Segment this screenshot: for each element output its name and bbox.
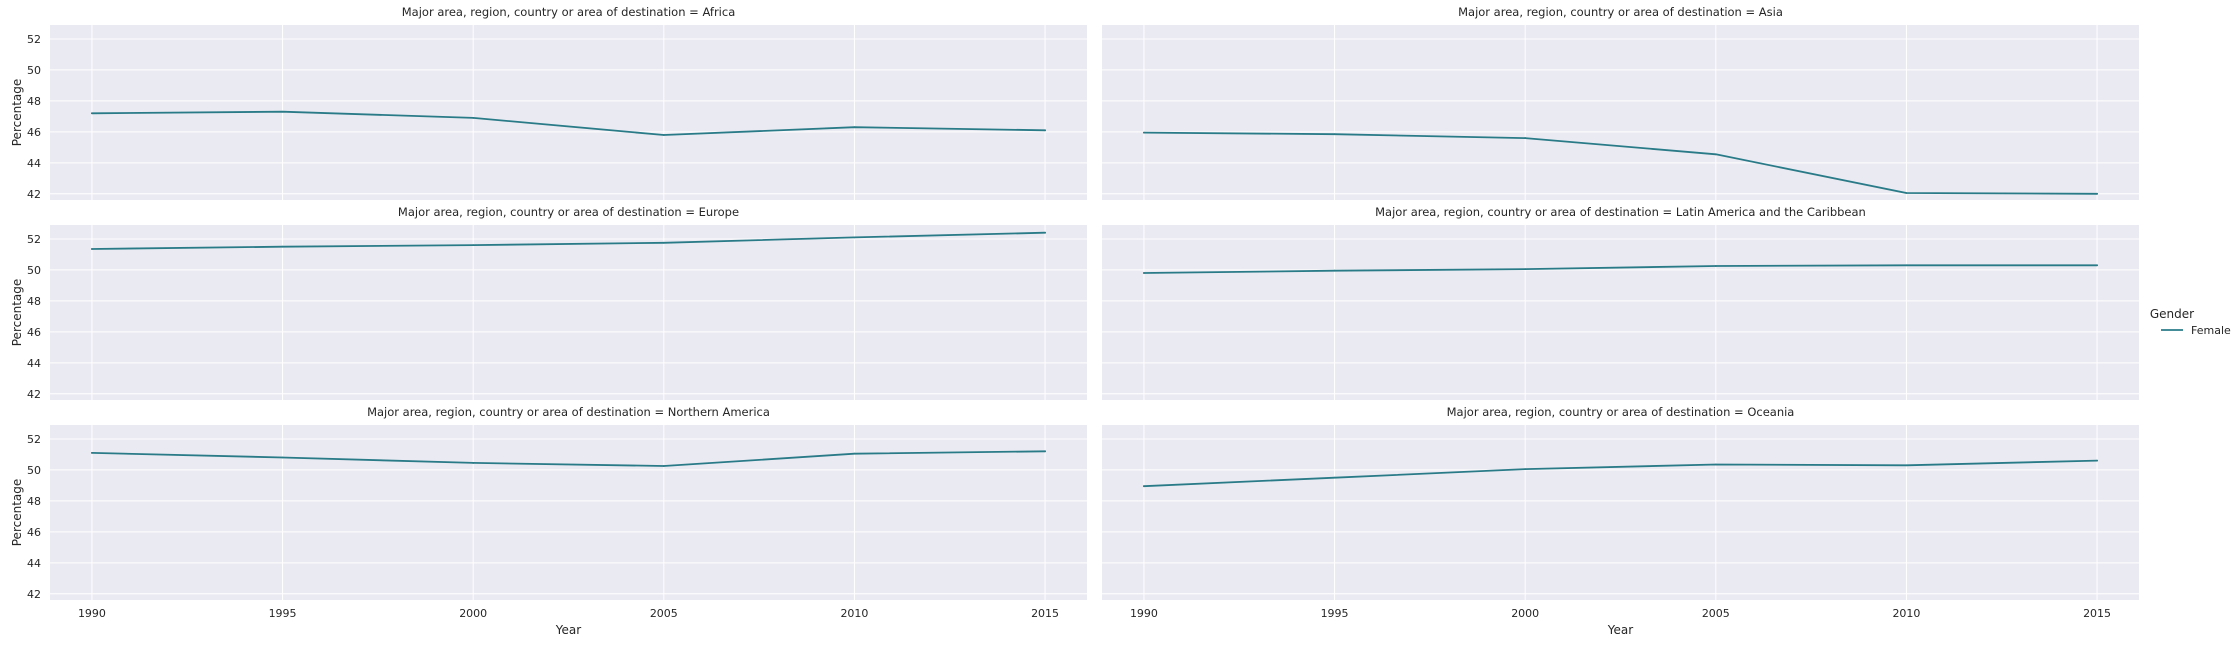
- x-tick-label: 2015: [1031, 607, 1059, 620]
- x-tick-label: 2010: [1892, 607, 1920, 620]
- x-tick-label: 2010: [840, 607, 868, 620]
- series-line-female-europe: [91, 231, 1046, 250]
- x-tick-label: 2015: [2083, 607, 2111, 620]
- legend-label-female: Female: [2191, 324, 2231, 337]
- data-point: [281, 110, 284, 113]
- data-point: [1714, 463, 1717, 466]
- data-point: [2096, 264, 2098, 267]
- panel-background-europe: [50, 225, 1087, 400]
- data-point: [1714, 265, 1717, 267]
- data-point: [472, 244, 475, 247]
- panel-title-latin-america-and-the-caribbean: Major area, region, country or area of d…: [1375, 205, 1866, 219]
- data-point: [1333, 476, 1336, 479]
- y-tick-label: 42: [27, 188, 41, 201]
- panel-title-africa: Major area, region, country or area of d…: [402, 5, 736, 19]
- x-axis-label: Year: [1607, 623, 1633, 637]
- series-line-female-oceania: [1143, 459, 2099, 488]
- series-line-female-asia: [1143, 131, 2099, 195]
- x-tick-label: 1995: [269, 607, 297, 620]
- y-tick-label: 48: [27, 95, 41, 108]
- data-point: [1905, 192, 1908, 194]
- series-line-female-northern-america: [91, 450, 1046, 467]
- y-axis-label: Percentage: [10, 479, 24, 547]
- data-point: [853, 236, 856, 239]
- x-tick-label: 2000: [1511, 607, 1539, 620]
- y-axis-label: Percentage: [10, 279, 24, 347]
- data-point: [281, 456, 284, 459]
- x-tick-label: 1995: [1321, 607, 1349, 620]
- y-tick-label: 44: [27, 357, 41, 370]
- y-axis-label: Percentage: [10, 79, 24, 147]
- data-point: [1524, 268, 1527, 271]
- y-tick-label: 46: [27, 526, 41, 539]
- data-point: [1143, 131, 1145, 134]
- data-point: [662, 465, 665, 467]
- data-point: [472, 117, 475, 119]
- y-tick-label: 50: [27, 64, 41, 77]
- series-line-female-latin-america-and-the-caribbean: [1143, 264, 2099, 274]
- data-point: [2096, 459, 2098, 462]
- panel-background-northern-america: [50, 425, 1087, 600]
- x-tick-label: 1990: [78, 607, 106, 620]
- data-point: [662, 241, 665, 244]
- panel-background-asia: [1102, 25, 2139, 200]
- y-tick-label: 50: [27, 464, 41, 477]
- data-point: [1714, 153, 1717, 156]
- y-tick-label: 42: [27, 588, 41, 601]
- data-point: [281, 245, 284, 248]
- data-point: [91, 112, 93, 115]
- y-tick-label: 52: [27, 233, 41, 246]
- data-point: [662, 134, 665, 136]
- panel-title-oceania: Major area, region, country or area of d…: [1447, 405, 1795, 419]
- y-tick-label: 48: [27, 495, 41, 508]
- x-tick-label: 2000: [459, 607, 487, 620]
- data-point: [472, 462, 475, 464]
- x-tick-label: 2005: [650, 607, 678, 620]
- data-point: [1905, 464, 1908, 467]
- data-point: [853, 452, 856, 455]
- data-point: [1044, 129, 1046, 132]
- data-point: [1044, 231, 1046, 234]
- data-point: [1333, 269, 1336, 272]
- y-tick-label: 48: [27, 295, 41, 308]
- panel-background-latin-america-and-the-caribbean: [1102, 225, 2139, 400]
- data-point: [2096, 192, 2098, 195]
- series-line-female-africa: [91, 110, 1046, 136]
- data-point: [91, 451, 93, 454]
- x-axis-label: Year: [555, 623, 581, 637]
- y-tick-label: 46: [27, 126, 41, 139]
- panel-background-oceania: [1102, 425, 2139, 600]
- panel-title-asia: Major area, region, country or area of d…: [1458, 5, 1783, 19]
- panel-title-europe: Major area, region, country or area of d…: [398, 205, 739, 219]
- data-point: [1044, 450, 1046, 453]
- data-point: [1333, 133, 1336, 136]
- data-point: [1524, 468, 1527, 471]
- data-point: [1905, 264, 1908, 267]
- y-tick-label: 50: [27, 264, 41, 277]
- panel-title-northern-america: Major area, region, country or area of d…: [367, 405, 770, 419]
- data-point: [853, 126, 856, 129]
- y-tick-label: 46: [27, 326, 41, 339]
- x-tick-label: 1990: [1130, 607, 1158, 620]
- legend-title: Gender: [2150, 307, 2194, 321]
- x-tick-label: 2005: [1702, 607, 1730, 620]
- y-tick-label: 52: [27, 33, 41, 46]
- y-tick-label: 52: [27, 433, 41, 446]
- data-point: [1143, 485, 1145, 488]
- data-point: [91, 248, 93, 250]
- y-tick-label: 44: [27, 157, 41, 170]
- y-tick-label: 44: [27, 557, 41, 570]
- y-tick-label: 42: [27, 388, 41, 401]
- data-point: [1143, 272, 1145, 274]
- data-point: [1524, 137, 1527, 139]
